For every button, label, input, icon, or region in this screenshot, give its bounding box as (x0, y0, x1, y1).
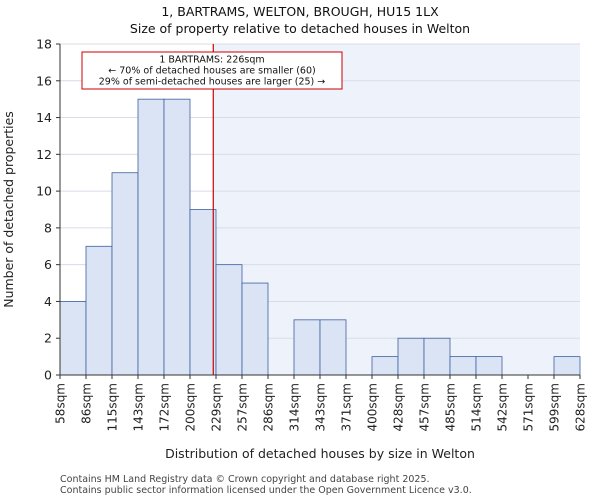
y-tick-label: 18 (36, 37, 52, 52)
x-tick-label: 599sqm (548, 383, 562, 431)
chart-subtitle: Size of property relative to detached ho… (129, 21, 471, 36)
annotation-line-1: 1 BARTRAMS: 226sqm (159, 55, 264, 66)
bar (137, 98, 165, 376)
y-tick-label: 12 (36, 147, 52, 162)
bar (215, 264, 243, 376)
chart-title: 1, BARTRAMS, WELTON, BROUGH, HU15 1LX (161, 4, 439, 19)
y-axis-label: Number of detached properties (1, 111, 16, 308)
x-tick-label: 371sqm (340, 383, 354, 431)
x-tick-label: 58sqm (54, 383, 68, 424)
x-tick-label: 143sqm (132, 383, 146, 431)
y-tick-label: 4 (44, 294, 52, 309)
x-tick-label: 457sqm (418, 383, 432, 431)
y-tick-label: 8 (44, 220, 52, 235)
bar (293, 319, 321, 376)
x-axis-label: Distribution of detached houses by size … (165, 446, 475, 461)
bar (553, 356, 581, 376)
bar (189, 209, 217, 376)
y-tick-label: 0 (44, 368, 52, 383)
bar (423, 337, 451, 376)
footer-line-1: Contains HM Land Registry data © Crown c… (60, 474, 430, 485)
y-tick-label: 16 (36, 73, 52, 88)
bar (59, 301, 87, 376)
x-tick-label: 115sqm (106, 383, 120, 431)
y-tick-label: 10 (36, 184, 52, 199)
y-tick-label: 14 (36, 110, 52, 125)
x-tick-label: 628sqm (574, 383, 588, 431)
x-tick-label: 172sqm (158, 383, 172, 431)
bar (241, 282, 269, 376)
bar (111, 172, 139, 376)
x-tick-label: 542sqm (496, 383, 510, 431)
bar (163, 98, 191, 376)
bar (397, 337, 425, 376)
bar (475, 356, 503, 376)
x-tick-label: 200sqm (184, 383, 198, 431)
y-tick-label: 2 (44, 331, 52, 346)
annotation-line-2: ← 70% of detached houses are smaller (60… (108, 66, 315, 77)
annotation-box (81, 51, 343, 90)
bar (449, 356, 477, 376)
x-tick-label: 229sqm (210, 383, 224, 431)
y-tick-label: 6 (44, 257, 52, 272)
x-tick-label: 571sqm (522, 383, 536, 431)
x-tick-label: 86sqm (80, 383, 94, 424)
x-tick-label: 428sqm (392, 383, 406, 431)
x-tick-label: 485sqm (444, 383, 458, 431)
x-tick-label: 343sqm (314, 383, 328, 431)
x-tick-label: 314sqm (288, 383, 302, 431)
x-tick-label: 400sqm (366, 383, 380, 431)
highlight-region (213, 44, 580, 375)
bar (319, 319, 347, 376)
x-tick-label: 257sqm (236, 383, 250, 431)
x-tick-label: 514sqm (470, 383, 484, 431)
annotation-line-3: 29% of semi-detached houses are larger (… (99, 77, 326, 88)
x-tick-label: 286sqm (262, 383, 276, 431)
bar (371, 356, 399, 376)
bar (85, 245, 113, 376)
footer-line-2: Contains public sector information licen… (60, 485, 472, 496)
